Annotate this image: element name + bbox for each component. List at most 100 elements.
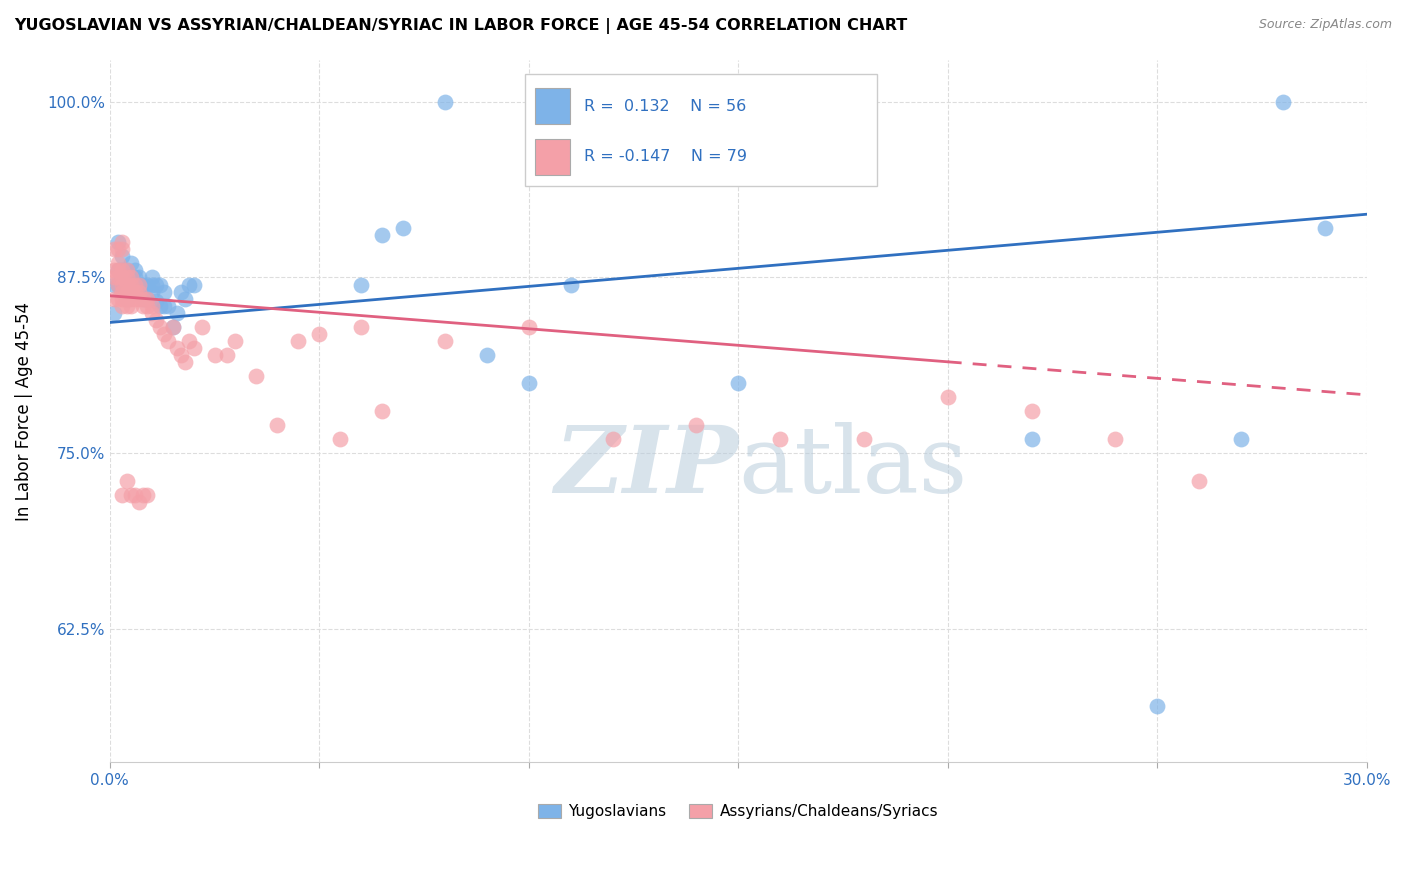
Point bbox=[727, 376, 749, 390]
Point bbox=[111, 263, 134, 277]
Point bbox=[153, 326, 176, 341]
Point bbox=[308, 326, 330, 341]
Point bbox=[124, 285, 146, 299]
Point bbox=[136, 292, 159, 306]
Point bbox=[111, 299, 134, 313]
Point bbox=[685, 418, 707, 433]
Point bbox=[204, 348, 226, 362]
Point bbox=[132, 277, 155, 292]
Point bbox=[433, 95, 456, 109]
Point bbox=[115, 292, 138, 306]
Point bbox=[115, 285, 138, 299]
Point bbox=[132, 292, 155, 306]
Point bbox=[107, 277, 129, 292]
Point bbox=[128, 285, 150, 299]
Point bbox=[433, 334, 456, 348]
Point bbox=[111, 488, 134, 502]
Point bbox=[132, 488, 155, 502]
Point bbox=[115, 299, 138, 313]
Point bbox=[120, 285, 142, 299]
Point bbox=[107, 256, 129, 270]
Point bbox=[166, 341, 188, 355]
Point bbox=[936, 390, 959, 404]
Point bbox=[769, 432, 792, 446]
Point bbox=[170, 348, 193, 362]
Point bbox=[183, 341, 205, 355]
Text: ZIP: ZIP bbox=[554, 422, 738, 512]
Point bbox=[128, 495, 150, 509]
Point bbox=[124, 277, 146, 292]
Point bbox=[287, 334, 309, 348]
Point bbox=[141, 270, 163, 285]
Point bbox=[111, 292, 134, 306]
Point bbox=[141, 305, 163, 319]
Point bbox=[111, 270, 134, 285]
Point bbox=[149, 299, 172, 313]
Point bbox=[153, 299, 176, 313]
Point bbox=[136, 299, 159, 313]
Point bbox=[107, 235, 129, 250]
Point bbox=[560, 277, 582, 292]
Point bbox=[132, 292, 155, 306]
Point bbox=[170, 285, 193, 299]
Point bbox=[145, 312, 167, 326]
Point bbox=[115, 475, 138, 489]
Point bbox=[103, 305, 125, 319]
Point bbox=[517, 376, 540, 390]
Point bbox=[111, 235, 134, 250]
Point bbox=[107, 263, 129, 277]
Point bbox=[174, 355, 197, 369]
Point bbox=[120, 270, 142, 285]
Point bbox=[371, 404, 394, 418]
Point bbox=[149, 277, 172, 292]
Point bbox=[145, 294, 167, 309]
Point bbox=[136, 292, 159, 306]
Point bbox=[179, 334, 201, 348]
Y-axis label: In Labor Force | Age 45-54: In Labor Force | Age 45-54 bbox=[15, 301, 32, 521]
Point bbox=[852, 432, 875, 446]
Point bbox=[166, 305, 188, 319]
Point bbox=[128, 277, 150, 292]
Point bbox=[1313, 221, 1336, 235]
Point bbox=[103, 270, 125, 285]
Point bbox=[392, 221, 415, 235]
Point bbox=[107, 292, 129, 306]
Point bbox=[136, 277, 159, 292]
Point bbox=[1230, 432, 1253, 446]
Point bbox=[120, 488, 142, 502]
Point bbox=[120, 292, 142, 306]
Point bbox=[107, 277, 129, 292]
Point bbox=[245, 368, 267, 383]
Point bbox=[329, 432, 352, 446]
Point bbox=[120, 270, 142, 285]
Text: atlas: atlas bbox=[738, 422, 967, 512]
Point bbox=[111, 277, 134, 292]
Point bbox=[141, 299, 163, 313]
Point bbox=[111, 277, 134, 292]
Point bbox=[350, 319, 373, 334]
Point bbox=[128, 292, 150, 306]
Point bbox=[141, 285, 163, 299]
Point bbox=[124, 292, 146, 306]
Point bbox=[120, 270, 142, 285]
Point bbox=[602, 432, 624, 446]
Point bbox=[1271, 95, 1294, 109]
Point bbox=[120, 299, 142, 313]
Point bbox=[124, 263, 146, 277]
Point bbox=[141, 277, 163, 292]
Point bbox=[1146, 699, 1168, 714]
Point bbox=[115, 277, 138, 292]
Point bbox=[643, 95, 665, 109]
Point bbox=[111, 249, 134, 263]
Point bbox=[128, 270, 150, 285]
Point bbox=[111, 263, 134, 277]
Point bbox=[115, 292, 138, 306]
Point bbox=[124, 277, 146, 292]
Point bbox=[145, 277, 167, 292]
Point bbox=[191, 319, 214, 334]
Point bbox=[266, 418, 288, 433]
Point bbox=[475, 348, 498, 362]
Point bbox=[174, 292, 197, 306]
Point bbox=[111, 270, 134, 285]
Point bbox=[103, 277, 125, 292]
